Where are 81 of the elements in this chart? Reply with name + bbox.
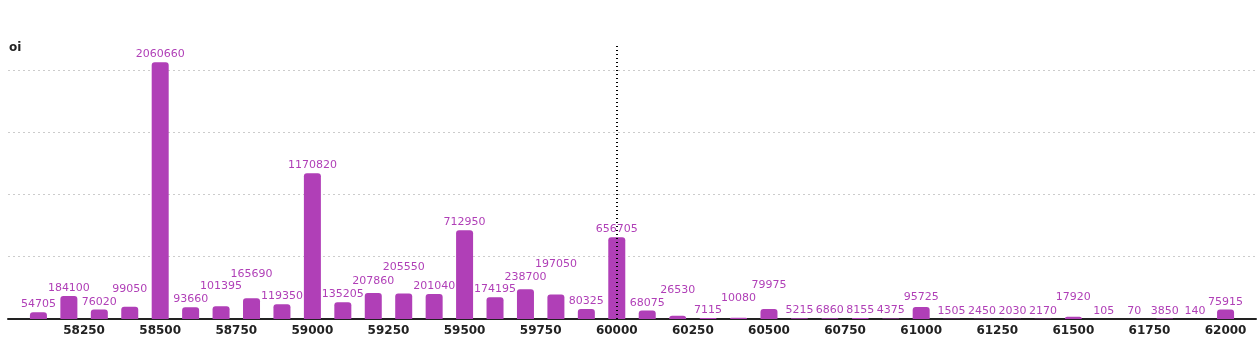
data-label: 2030 — [998, 303, 1027, 317]
data-label: 165690 — [230, 267, 273, 281]
data-label: 99050 — [112, 281, 148, 295]
data-label: 205550 — [382, 260, 425, 274]
bar — [334, 302, 352, 319]
x-tick-label: 58750 — [215, 323, 258, 337]
data-label: 2060660 — [135, 47, 185, 61]
bar — [60, 296, 78, 319]
data-label: 79975 — [751, 278, 787, 292]
x-tick-label: 60250 — [672, 323, 714, 337]
data-label: 135205 — [321, 287, 364, 301]
bar — [364, 293, 382, 319]
data-label: 101395 — [200, 279, 243, 293]
x-tick-label: 58500 — [139, 323, 182, 337]
bar — [425, 293, 443, 319]
data-label: 238700 — [504, 270, 547, 284]
x-tick-label: 60000 — [595, 323, 638, 337]
x-tick-label: 58250 — [63, 323, 105, 337]
data-label: 80325 — [568, 294, 604, 307]
bar — [516, 289, 534, 319]
bar — [212, 306, 230, 319]
data-label: 10080 — [721, 290, 757, 304]
x-tick-label: 59000 — [291, 323, 334, 337]
bar — [90, 309, 108, 319]
bar — [182, 307, 200, 319]
data-label: 119350 — [260, 289, 303, 303]
data-label: 1170820 — [287, 158, 337, 172]
bar — [577, 309, 595, 319]
y-axis-title: oi — [9, 40, 22, 54]
x-tick-label: 59250 — [367, 323, 410, 337]
data-label: 70 — [1127, 303, 1142, 317]
x-tick-label: 61500 — [1052, 323, 1095, 337]
data-label: 105 — [1093, 303, 1115, 317]
data-label: 26530 — [660, 282, 696, 296]
data-label: 4375 — [876, 303, 905, 317]
data-label: 712950 — [443, 215, 486, 229]
data-label: 1505 — [937, 303, 966, 317]
data-label: 54705 — [20, 297, 56, 311]
bar — [151, 62, 169, 319]
bar — [638, 310, 656, 319]
data-label: 8155 — [846, 302, 875, 316]
bar — [486, 297, 504, 319]
x-tick-label: 61000 — [900, 323, 943, 337]
data-label: 68075 — [629, 295, 665, 309]
data-label: 3850 — [1150, 303, 1179, 317]
data-label: 2450 — [968, 303, 997, 317]
data-label: 184100 — [47, 281, 90, 295]
bar — [303, 173, 321, 319]
x-tick-label: 59750 — [519, 323, 562, 337]
data-label: 17920 — [1055, 289, 1091, 303]
bar — [456, 230, 474, 319]
data-label: 656705 — [595, 222, 638, 236]
bar — [273, 304, 291, 319]
x-tick-label: 62000 — [1204, 323, 1247, 337]
bar — [243, 298, 261, 319]
bar — [912, 307, 930, 319]
data-label: 201040 — [413, 278, 456, 292]
data-label: 5215 — [785, 303, 814, 317]
data-label: 93660 — [173, 292, 209, 306]
x-tick-label: 61250 — [976, 323, 1019, 337]
data-label: 76020 — [81, 294, 117, 308]
x-tick-label: 59500 — [443, 323, 486, 337]
bar — [760, 309, 778, 319]
data-label: 7115 — [694, 303, 723, 317]
x-tick-label: 60500 — [748, 323, 790, 337]
bar — [547, 294, 565, 319]
data-label: 174195 — [474, 282, 517, 296]
data-label: 207860 — [352, 274, 395, 288]
data-label: 6860 — [815, 303, 844, 317]
data-label: 95725 — [903, 290, 939, 304]
data-label: 2170 — [1028, 303, 1057, 317]
x-tick-label: 61750 — [1128, 323, 1171, 337]
x-tick-label: 60750 — [824, 323, 866, 337]
data-label: 197050 — [534, 257, 577, 271]
bar — [29, 312, 47, 319]
bar — [1217, 309, 1235, 319]
data-label: 75915 — [1208, 294, 1244, 308]
bar — [608, 237, 626, 319]
bar — [121, 306, 139, 319]
bar — [395, 293, 413, 319]
data-label: 140 — [1184, 303, 1206, 317]
